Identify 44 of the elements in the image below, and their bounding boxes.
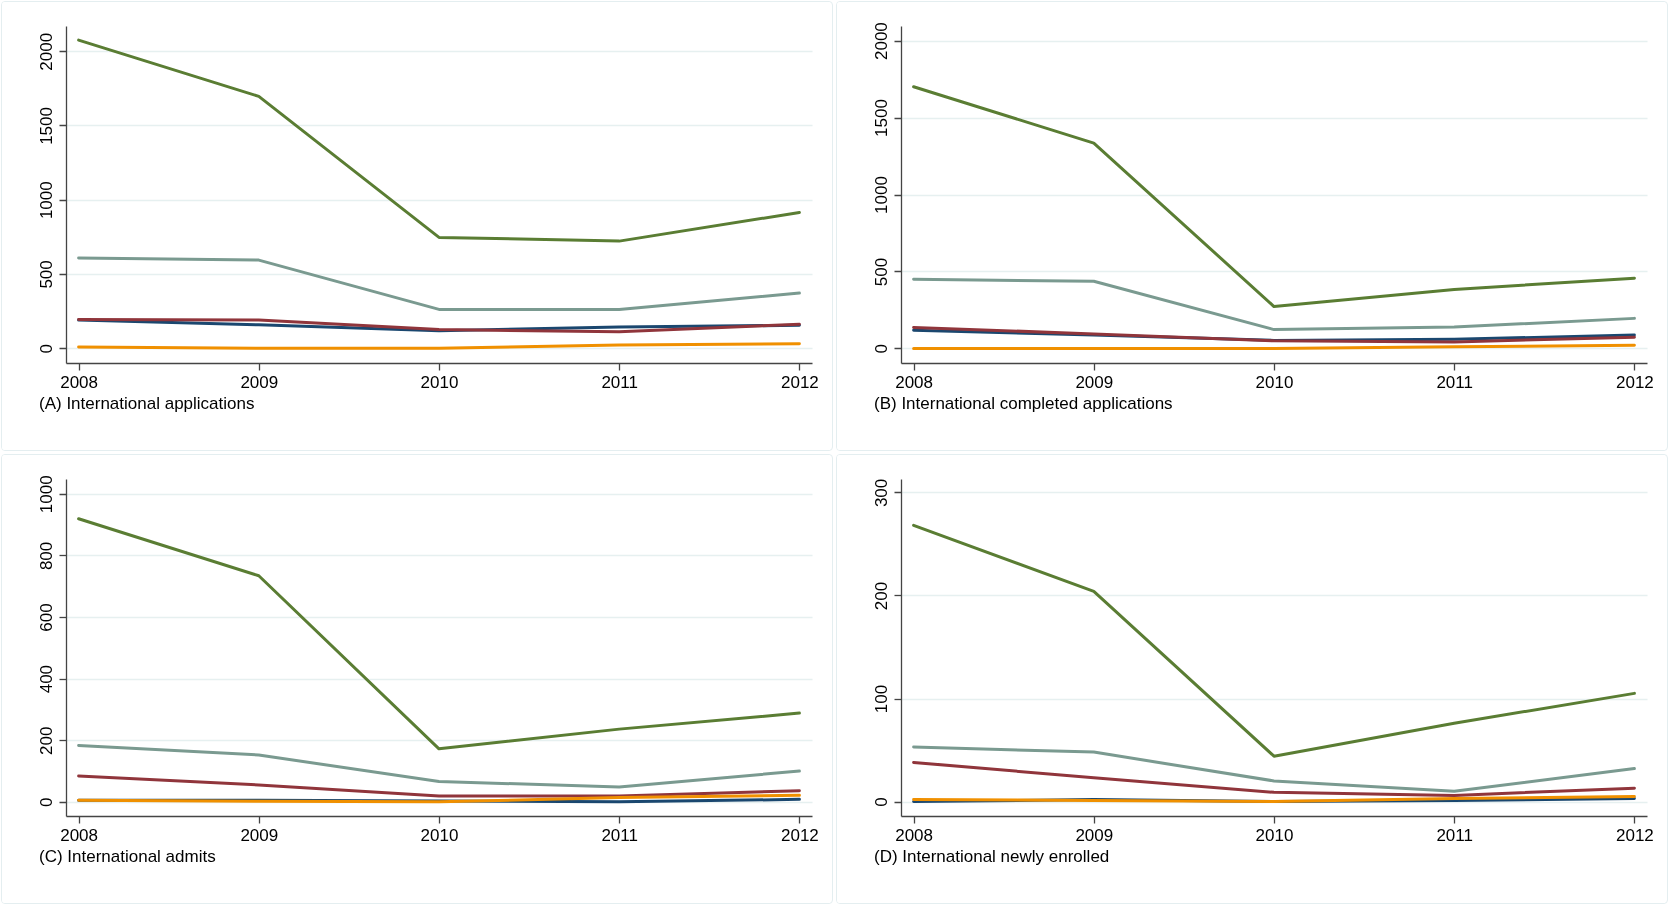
y-tick-label: 0 [871,797,891,807]
y-tick-label: 800 [36,541,56,571]
y-tick-label: 2000 [871,22,891,61]
x-tick-label: 2010 [1255,372,1294,392]
y-tick-label: 1000 [36,181,56,220]
text: (B) International completed applications [874,394,1173,413]
y-tick-label: 600 [36,603,56,632]
x-tick-label: 2011 [601,372,638,392]
x-tick-label: 2009 [240,372,279,392]
text: (A) International applications [39,394,255,413]
y-tick-label: 2000 [36,32,56,71]
y-tick-label: 1500 [36,107,56,145]
y-tick-label: 200 [36,726,56,755]
text: (D) International newly enrolled [874,847,1110,866]
x-tick-label: 2009 [1075,825,1114,845]
y-tick-label: 1500 [871,99,891,137]
x-tick-label: 2008 [895,372,934,392]
x-tick-label: 2012 [780,372,819,392]
x-tick-label: 2010 [1255,825,1294,845]
x-tick-label: 2011 [1436,825,1473,845]
x-tick-label: 2011 [1436,372,1473,392]
x-tick-label: 2009 [240,825,279,845]
y-tick-label: 1000 [36,475,56,514]
x-tick-label: 2010 [420,825,459,845]
x-tick-label: 2010 [420,372,459,392]
y-tick-label: 1000 [871,176,891,214]
y-tick-label: 300 [871,478,891,508]
x-tick-label: 2008 [60,825,99,845]
y-tick-label: 400 [36,664,56,694]
y-tick-label: 0 [36,797,56,808]
y-tick-label: 200 [871,581,891,611]
y-tick-label: 500 [36,260,56,289]
y-tick-label: 0 [36,343,56,354]
x-tick-label: 2012 [780,825,819,845]
x-tick-label: 2011 [601,825,638,845]
y-tick-label: 100 [871,684,891,714]
x-tick-label: 2008 [60,372,99,392]
text: (C) International admits [39,847,216,866]
x-tick-label: 2008 [895,825,934,845]
x-tick-label: 2012 [1615,372,1654,392]
x-tick-label: 2012 [1615,825,1654,845]
y-tick-label: 500 [871,257,891,287]
y-tick-label: 0 [871,344,891,354]
x-tick-label: 2009 [1075,372,1114,392]
